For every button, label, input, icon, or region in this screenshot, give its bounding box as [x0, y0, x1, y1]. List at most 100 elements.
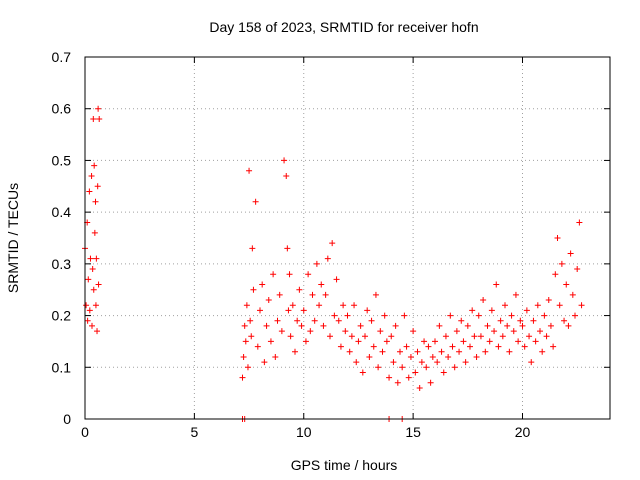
data-point [486, 338, 493, 345]
data-point [239, 374, 246, 381]
data-point [302, 338, 309, 345]
data-point [91, 162, 98, 169]
data-point [399, 364, 406, 371]
data-point [491, 328, 498, 335]
data-point [381, 312, 388, 319]
data-point [386, 374, 393, 381]
data-point [407, 353, 414, 360]
data-point [576, 219, 583, 226]
data-point [259, 281, 266, 288]
data-point [508, 312, 515, 319]
grid-lines [85, 57, 610, 419]
data-point [545, 297, 552, 304]
data-point [521, 343, 528, 350]
data-point [565, 322, 572, 329]
data-point [567, 250, 574, 257]
data-point [294, 317, 301, 324]
data-point [351, 302, 358, 309]
data-point [94, 328, 101, 335]
data-point [375, 364, 382, 371]
data-point [410, 328, 417, 335]
data-point [412, 369, 419, 376]
data-point [563, 281, 570, 288]
data-point [85, 276, 92, 283]
data-point [528, 359, 535, 366]
data-point [504, 322, 511, 329]
data-point [394, 379, 401, 386]
data-point [418, 359, 425, 366]
data-point [86, 188, 93, 195]
data-points [82, 105, 585, 422]
data-point [87, 255, 94, 262]
data-point [440, 369, 447, 376]
data-point [322, 291, 329, 298]
data-point [331, 312, 338, 319]
data-point [307, 328, 314, 335]
y-tick-label: 0.1 [52, 359, 72, 375]
data-point [346, 348, 353, 355]
data-point [502, 302, 508, 309]
data-point [92, 198, 99, 205]
data-point [248, 333, 255, 340]
data-point [539, 348, 546, 355]
data-point [379, 348, 386, 355]
data-point [276, 291, 283, 298]
chart-title: Day 158 of 2023, SRMTID for receiver hof… [209, 19, 478, 35]
x-tick-label: 20 [515, 424, 531, 440]
data-point [364, 307, 371, 314]
data-point [554, 235, 561, 241]
data-point [272, 353, 279, 360]
data-point [368, 317, 375, 324]
data-point [93, 255, 100, 262]
data-point [547, 322, 554, 329]
data-point [95, 281, 102, 288]
data-point [296, 286, 303, 293]
data-point [377, 328, 384, 335]
data-point [90, 286, 97, 293]
data-point [370, 343, 377, 350]
x-tick-label: 0 [81, 424, 89, 440]
y-tick-label: 0.3 [52, 256, 72, 272]
data-point [242, 338, 249, 345]
data-point [96, 116, 103, 123]
y-axis-label: SRMTID / TECUs [5, 183, 21, 293]
data-point [543, 333, 550, 340]
data-point [333, 276, 340, 283]
data-point [278, 328, 285, 335]
data-point [250, 286, 257, 293]
data-point [285, 307, 292, 314]
data-point [477, 333, 484, 340]
data-point [572, 312, 578, 319]
data-point [88, 172, 95, 179]
data-point [499, 333, 506, 340]
data-point [355, 338, 362, 345]
data-point [95, 105, 102, 112]
data-point [357, 322, 364, 329]
data-point [462, 359, 469, 366]
data-point [449, 343, 456, 350]
data-point [447, 312, 454, 319]
data-point [86, 307, 93, 314]
data-point [320, 322, 327, 329]
x-tick-label: 15 [405, 424, 421, 440]
data-point [366, 353, 373, 360]
y-tick-label: 0.6 [52, 101, 72, 117]
data-point [84, 317, 91, 324]
data-point [416, 384, 423, 391]
data-point [534, 302, 541, 309]
data-point [247, 317, 254, 324]
data-point [316, 302, 323, 309]
y-tick-labels: 0 0.1 0.2 0.3 0.4 0.5 0.6 0.7 [52, 49, 72, 427]
data-point [287, 333, 294, 340]
data-point [90, 116, 97, 123]
data-point [263, 322, 270, 329]
data-point [348, 333, 355, 340]
data-point [484, 322, 491, 329]
data-point [517, 317, 524, 324]
data-point [403, 343, 410, 350]
data-point [392, 322, 399, 329]
data-point [362, 333, 368, 340]
data-point [383, 338, 390, 345]
data-point [432, 338, 438, 345]
